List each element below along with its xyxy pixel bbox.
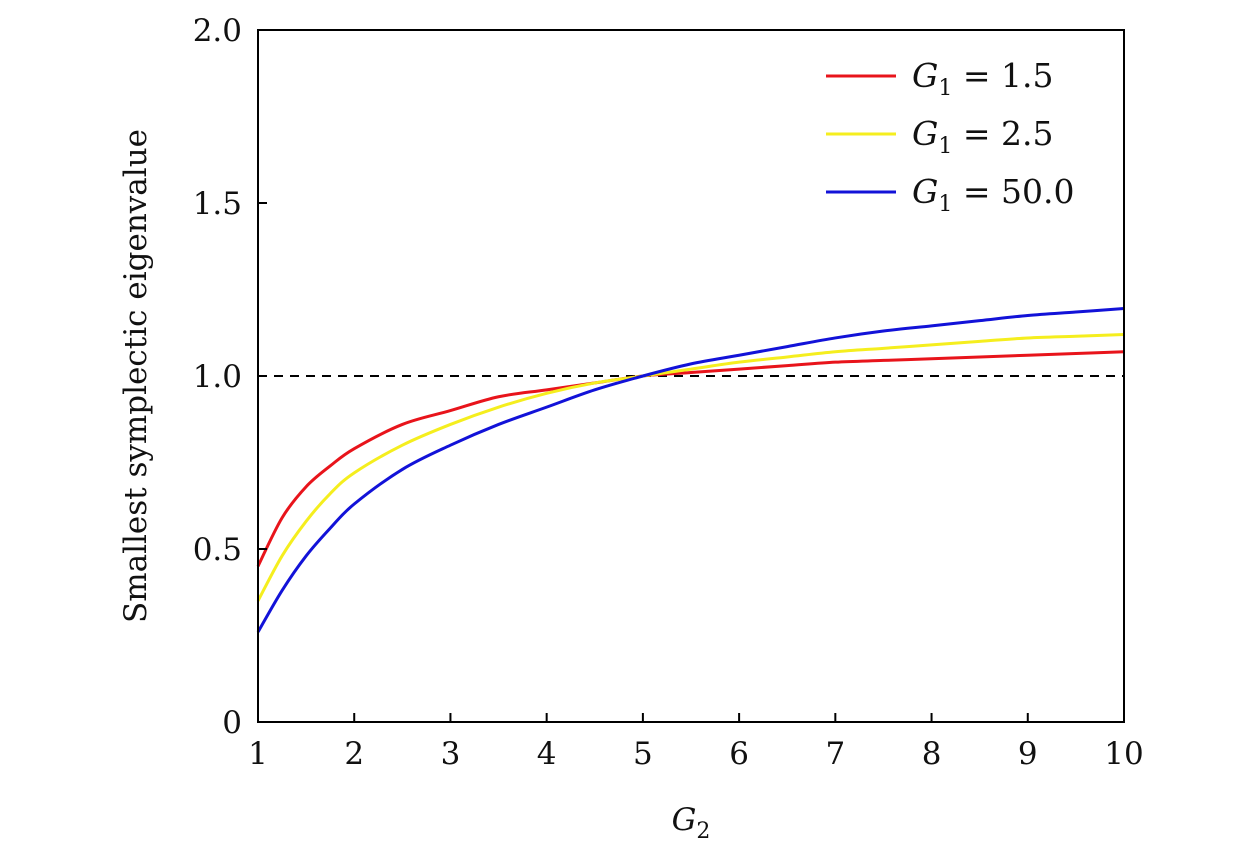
- x-tick-label: 4: [537, 736, 557, 772]
- x-tick-label: 2: [344, 736, 364, 772]
- x-tick-label: 1: [248, 736, 268, 772]
- legend-label-1: G1 = 1.5: [912, 56, 1054, 101]
- x-tick-label: 8: [922, 736, 942, 772]
- legend-label-3: G1 = 50.0: [912, 172, 1074, 217]
- y-tick-label: 2.0: [193, 13, 242, 49]
- series-layer: [256, 307, 1125, 633]
- x-tick-label: 9: [1018, 736, 1038, 772]
- series-line-2: [256, 332, 1125, 602]
- x-tick-label: 6: [729, 736, 749, 772]
- legend: G1 = 1.5 G1 = 2.5 G1 = 50.0: [826, 56, 1074, 217]
- y-tick-label: 0: [222, 705, 242, 741]
- x-axis-title: G2: [672, 802, 711, 844]
- x-axis-title-var: G: [672, 802, 697, 838]
- series-line-3: [256, 307, 1125, 633]
- x-tick-label: 5: [633, 736, 653, 772]
- y-tick-label: 0.5: [193, 532, 242, 568]
- y-tick-label: 1.0: [193, 359, 242, 395]
- y-tick-label: 1.5: [193, 186, 242, 222]
- x-tick-label: 3: [441, 736, 461, 772]
- x-tick-label: 10: [1104, 736, 1143, 772]
- ticks-layer: 1 2 3 4 5 6 7 8 9 10 0 0.5 1.0 1.5 2.0: [193, 13, 1144, 772]
- y-axis-title: Smallest symplectic eigenvalue: [118, 129, 154, 623]
- legend-label-2: G1 = 2.5: [912, 114, 1054, 159]
- x-tick-label: 7: [825, 736, 845, 772]
- series-line-1: [256, 350, 1125, 567]
- x-axis-title-sub: 2: [696, 819, 710, 844]
